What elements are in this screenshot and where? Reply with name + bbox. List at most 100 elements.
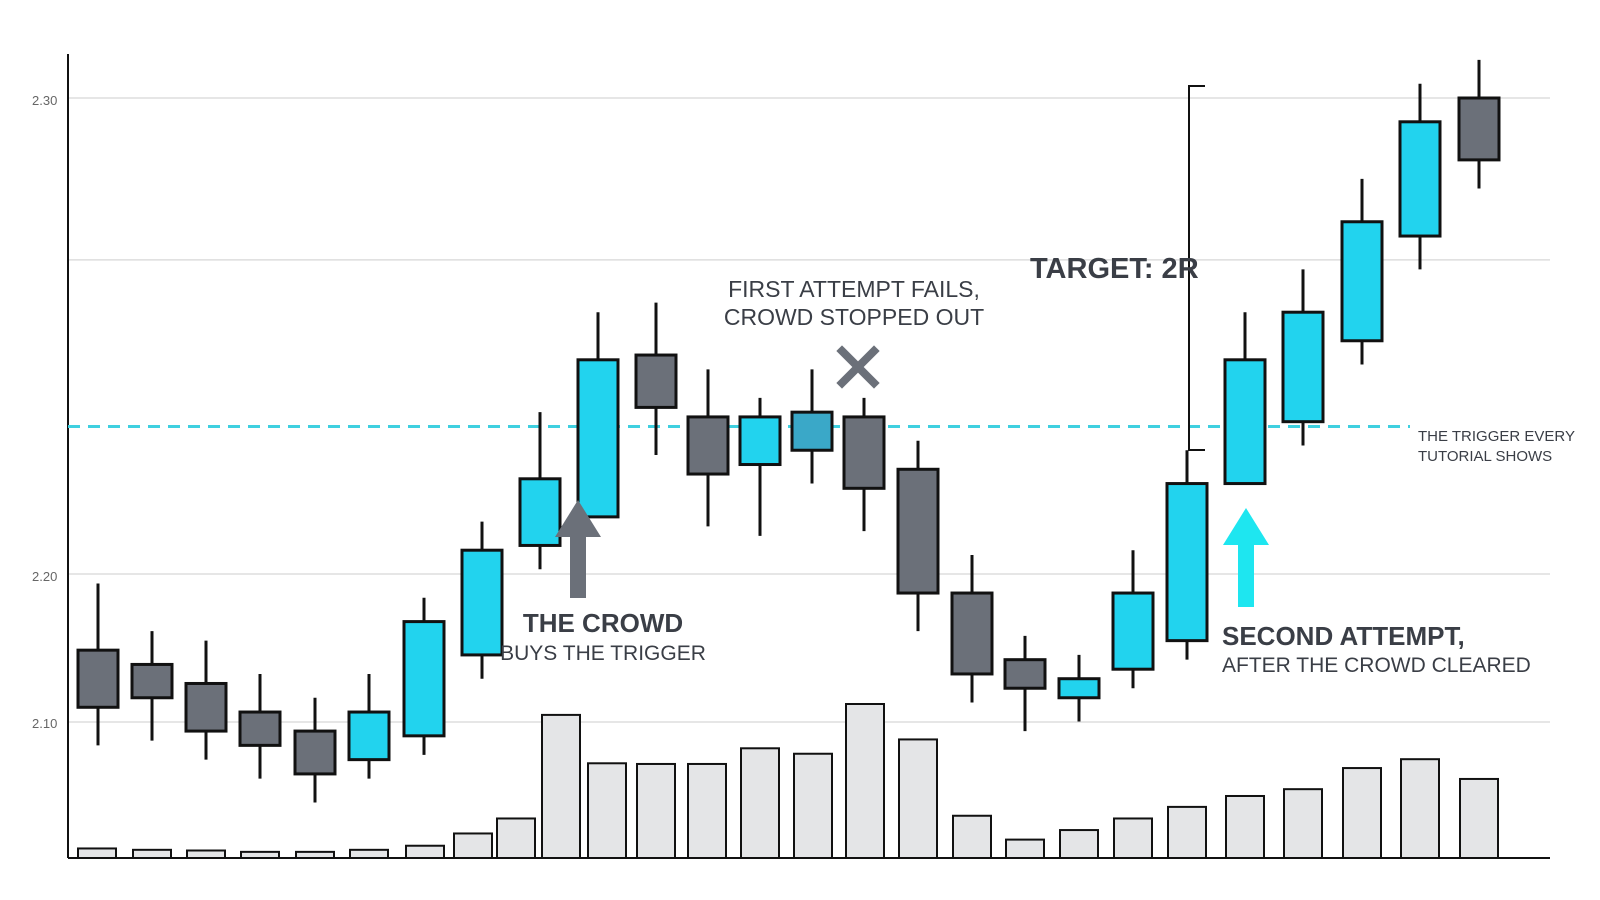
- target-bracket: [1188, 85, 1205, 451]
- candle: [1223, 312, 1267, 486]
- candle: [576, 312, 620, 519]
- candle: [1398, 83, 1442, 270]
- volume-bar: [1225, 794, 1265, 859]
- candle-body: [76, 648, 120, 709]
- candle-body: [738, 415, 782, 467]
- candle-body: [576, 358, 620, 519]
- candle: [1165, 450, 1209, 660]
- volume-bars: [77, 703, 1499, 860]
- candle: [184, 640, 228, 760]
- candle-body: [1003, 658, 1047, 690]
- candle-body: [790, 410, 834, 452]
- candle: [1111, 550, 1155, 689]
- trigger-label-line1: THE TRIGGER EVERY: [1418, 428, 1575, 445]
- candle-body: [347, 710, 391, 762]
- candle-body: [634, 353, 678, 409]
- candle: [460, 521, 504, 679]
- volume-bar: [1113, 817, 1153, 860]
- up-arrow-icon: [555, 500, 601, 598]
- y-tick-label: 2.20: [32, 569, 57, 584]
- candle: [347, 673, 391, 779]
- candle: [1057, 654, 1101, 722]
- candle-body: [1223, 358, 1267, 486]
- candle: [842, 397, 886, 532]
- candle: [238, 673, 282, 779]
- volume-bar: [952, 814, 992, 859]
- candle: [130, 631, 174, 741]
- candle: [518, 412, 562, 570]
- cross-icon: [836, 345, 880, 389]
- candle: [76, 583, 120, 746]
- volume-bar: [1283, 788, 1323, 860]
- volume-bar: [496, 817, 536, 860]
- candle-body: [896, 467, 940, 595]
- annotation-second-attempt: SECOND ATTEMPT, AFTER THE CROWD CLEARED: [1222, 508, 1531, 677]
- volume-bar: [587, 762, 627, 860]
- volume-bar: [1342, 767, 1382, 859]
- y-tick-labels: 2.30 2.20 2.10: [32, 93, 57, 731]
- annotation-target: TARGET: 2R: [1030, 85, 1205, 451]
- candle-body: [238, 710, 282, 747]
- volume-bar: [77, 847, 117, 860]
- candle-body: [184, 681, 228, 733]
- volume-bar: [740, 747, 780, 860]
- candle-body: [130, 662, 174, 700]
- up-arrow-icon: [1223, 508, 1269, 607]
- first-fails-line2: CROWD STOPPED OUT: [724, 304, 984, 330]
- candle-body: [842, 415, 886, 490]
- annotation-first-fails: FIRST ATTEMPT FAILS, CROWD STOPPED OUT: [724, 276, 984, 389]
- volume-bar: [1167, 805, 1207, 859]
- annotation-crowd-buys: THE CROWD BUYS THE TRIGGER: [500, 500, 706, 665]
- candle: [738, 397, 782, 536]
- volume-bar: [687, 762, 727, 859]
- candle: [896, 440, 940, 632]
- trigger-label-line2: TUTORIAL SHOWS: [1418, 448, 1552, 465]
- volume-bar: [793, 752, 833, 859]
- volume-bar: [349, 848, 389, 859]
- candle: [686, 369, 730, 527]
- annotation-trigger-label: THE TRIGGER EVERY TUTORIAL SHOWS: [1418, 428, 1575, 465]
- candle: [790, 369, 834, 484]
- volume-bar: [541, 713, 581, 859]
- volume-bar: [636, 762, 676, 859]
- candle-body: [1457, 96, 1501, 162]
- volume-bar: [1459, 777, 1499, 859]
- axes: [67, 54, 1550, 859]
- candle: [634, 302, 678, 455]
- candle: [1340, 178, 1384, 365]
- candle-body: [1111, 591, 1155, 671]
- target-label: TARGET: 2R: [1030, 253, 1199, 285]
- candle-body: [950, 591, 994, 676]
- candle-body: [402, 620, 446, 738]
- candle-body: [1398, 120, 1442, 238]
- candle: [950, 554, 994, 703]
- candle-body: [686, 415, 730, 476]
- crowd-buys-title: THE CROWD: [523, 608, 683, 638]
- candle-body: [460, 548, 504, 657]
- volume-bar: [186, 849, 226, 859]
- candle: [293, 697, 337, 803]
- candle: [1457, 59, 1501, 189]
- volume-bar: [1059, 829, 1099, 860]
- candle: [1281, 269, 1325, 446]
- candle: [402, 597, 446, 755]
- volume-bar: [405, 844, 445, 859]
- second-attempt-title: SECOND ATTEMPT,: [1222, 621, 1465, 651]
- first-fails-line1: FIRST ATTEMPT FAILS,: [728, 276, 980, 302]
- volume-bar: [453, 832, 493, 860]
- candle-body: [1340, 220, 1384, 343]
- volume-bar: [898, 738, 938, 860]
- candle-body: [1057, 677, 1101, 700]
- y-tick-label: 2.30: [32, 93, 57, 108]
- volume-bar: [132, 848, 172, 859]
- candle-body: [293, 729, 337, 776]
- crowd-buys-subtitle: BUYS THE TRIGGER: [500, 642, 706, 665]
- second-attempt-subtitle: AFTER THE CROWD CLEARED: [1222, 654, 1531, 677]
- candle-body: [518, 477, 562, 547]
- y-tick-label: 2.10: [32, 716, 57, 731]
- candle-body: [1165, 482, 1209, 643]
- candles: [76, 59, 1501, 803]
- volume-bar: [1400, 758, 1440, 860]
- candle: [1003, 635, 1047, 732]
